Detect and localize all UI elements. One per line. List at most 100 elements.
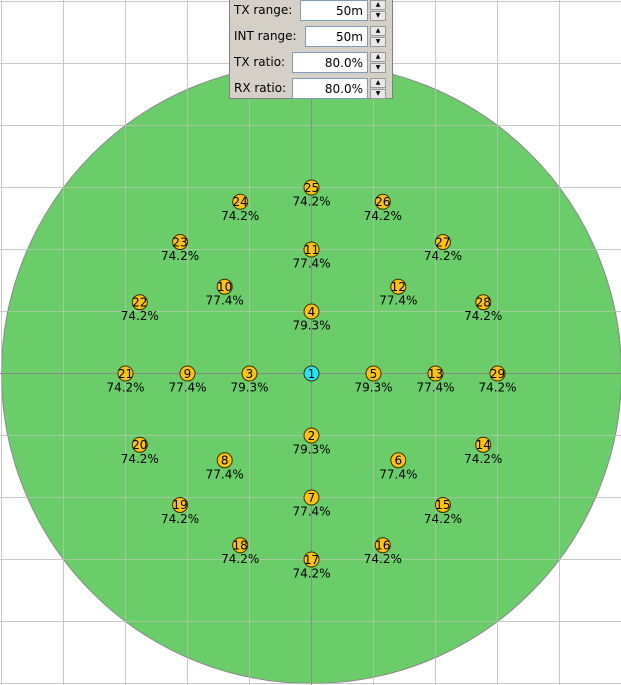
node-ratio-label: 77.4% bbox=[206, 467, 244, 481]
node-marker bbox=[303, 551, 320, 568]
node-ratio-label: 74.2% bbox=[292, 195, 330, 209]
sensor-node[interactable]: 379.3% bbox=[230, 365, 269, 395]
sensor-node[interactable]: 777.4% bbox=[292, 489, 331, 519]
node-marker bbox=[216, 278, 233, 295]
node-marker bbox=[303, 427, 320, 444]
node-ratio-label: 77.4% bbox=[379, 467, 417, 481]
node-ratio-label: 74.2% bbox=[161, 512, 199, 526]
node-id-label: 7 bbox=[308, 491, 316, 505]
node-ratio-label: 77.4% bbox=[416, 381, 454, 395]
node-id-label: 6 bbox=[394, 454, 402, 468]
node-id-label: 17 bbox=[304, 553, 319, 567]
node-id-label: 15 bbox=[435, 498, 450, 512]
node-marker bbox=[172, 496, 189, 513]
node-marker bbox=[434, 496, 451, 513]
node-marker bbox=[489, 365, 506, 382]
tx-range-label: TX range: bbox=[234, 3, 293, 17]
node-id-label: 25 bbox=[304, 181, 319, 195]
node-marker bbox=[303, 489, 320, 506]
node-id-label: 20 bbox=[132, 438, 147, 452]
tx-ratio-field[interactable]: 80.0% bbox=[292, 52, 368, 73]
node-id-label: 14 bbox=[476, 438, 491, 452]
tx-range-field[interactable]: 50m bbox=[300, 0, 368, 21]
node-id-label: 10 bbox=[217, 280, 232, 294]
tx-ratio-row: TX ratio: 80.0% ▲ ▼ bbox=[230, 49, 394, 75]
node-ratio-label: 77.4% bbox=[168, 381, 206, 395]
rx-ratio-increment-button[interactable]: ▲ bbox=[370, 78, 386, 88]
tx-range-row: TX range: 50m ▲ ▼ bbox=[230, 0, 394, 23]
int-range-spinner: ▲ ▼ bbox=[370, 26, 386, 47]
tx-ratio-increment-button[interactable]: ▲ bbox=[370, 52, 386, 62]
int-range-label: INT range: bbox=[234, 29, 297, 43]
node-id-label: 13 bbox=[428, 367, 443, 381]
node-ratio-label: 74.2% bbox=[121, 309, 159, 323]
rx-ratio-decrement-button[interactable]: ▼ bbox=[370, 89, 386, 99]
node-ratio-label: 77.4% bbox=[292, 505, 330, 519]
node-ratio-label: 74.2% bbox=[292, 567, 330, 581]
sensor-node[interactable]: 279.3% bbox=[292, 427, 331, 457]
node-id-label: 19 bbox=[172, 498, 187, 512]
sensor-node[interactable]: 877.4% bbox=[206, 452, 244, 482]
node-id-label: 28 bbox=[476, 296, 491, 310]
node-ratio-label: 77.4% bbox=[206, 294, 244, 308]
sensor-node[interactable]: 677.4% bbox=[379, 452, 417, 482]
node-id-label: 1 bbox=[308, 367, 316, 381]
tx-range-spinner: ▲ ▼ bbox=[370, 0, 386, 21]
nodes-layer: 1279.3%379.3%479.3%579.3%677.4%777.4%877… bbox=[106, 179, 517, 581]
tx-range-decrement-button[interactable]: ▼ bbox=[370, 11, 386, 21]
node-id-label: 5 bbox=[370, 367, 378, 381]
rx-ratio-label: RX ratio: bbox=[234, 81, 287, 95]
int-range-decrement-button[interactable]: ▼ bbox=[370, 37, 386, 47]
node-id-label: 9 bbox=[184, 367, 192, 381]
node-id-label: 22 bbox=[132, 296, 147, 310]
sensor-node[interactable]: 479.3% bbox=[292, 303, 331, 333]
node-ratio-label: 74.2% bbox=[424, 249, 462, 263]
node-marker bbox=[216, 452, 233, 469]
tx-ratio-decrement-button[interactable]: ▼ bbox=[370, 63, 386, 73]
node-id-label: 16 bbox=[375, 539, 390, 553]
node-ratio-label: 74.2% bbox=[221, 552, 259, 566]
sensor-node[interactable]: 977.4% bbox=[168, 365, 207, 395]
rx-ratio-field[interactable]: 80.0% bbox=[292, 78, 368, 99]
node-marker bbox=[390, 452, 407, 469]
int-range-increment-button[interactable]: ▲ bbox=[370, 26, 386, 36]
node-marker bbox=[303, 179, 320, 196]
node-marker bbox=[374, 537, 391, 554]
node-id-label: 12 bbox=[391, 280, 406, 294]
node-ratio-label: 74.2% bbox=[464, 309, 502, 323]
node-id-label: 3 bbox=[246, 367, 254, 381]
tx-range-increment-button[interactable]: ▲ bbox=[370, 0, 386, 10]
node-ratio-label: 74.2% bbox=[478, 381, 516, 395]
radio-settings-panel: TX range: 50m ▲ ▼ INT range: 50m ▲ ▼ TX … bbox=[229, 0, 393, 99]
sensor-node[interactable]: 579.3% bbox=[354, 365, 393, 395]
node-marker bbox=[303, 365, 320, 382]
node-id-label: 21 bbox=[118, 367, 133, 381]
node-ratio-label: 79.3% bbox=[292, 443, 330, 457]
int-range-field[interactable]: 50m bbox=[305, 26, 368, 47]
node-id-label: 29 bbox=[490, 367, 505, 381]
node-marker bbox=[117, 365, 134, 382]
sink-node[interactable]: 1 bbox=[303, 365, 320, 382]
node-id-label: 27 bbox=[435, 235, 450, 249]
